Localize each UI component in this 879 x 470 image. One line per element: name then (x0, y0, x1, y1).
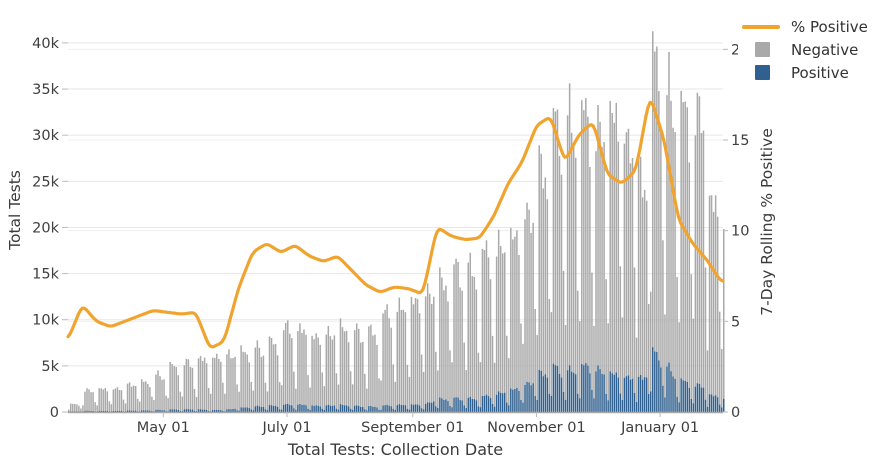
axes: 05k10k15k20k25k30k35k40k05101520May 01Ju… (32, 36, 749, 436)
right-axis-tick-label: 0 (731, 405, 740, 421)
x-axis-tick-label: November 01 (487, 420, 586, 436)
left-axis-title: Total Tests (6, 170, 24, 250)
legend-label-positive: Positive (791, 63, 849, 82)
legend-item-negative[interactable]: Negative (742, 38, 868, 61)
legend-label-pct-positive: % Positive (791, 17, 868, 36)
left-axis-tick-label: 35k (32, 82, 59, 98)
right-axis-tick-label: 10 (731, 224, 749, 240)
left-axis-tick-label: 15k (32, 267, 59, 283)
negative-swatch (754, 42, 770, 57)
bars-negative (68, 31, 725, 412)
left-axis-tick-label: 10k (32, 313, 59, 329)
left-axis-tick-label: 40k (32, 36, 59, 52)
bars-positive (68, 347, 725, 412)
right-axis-tick-label: 15 (731, 133, 749, 149)
legend-item-positive[interactable]: Positive (742, 61, 868, 84)
x-axis-tick-label: May 01 (137, 420, 190, 436)
left-axis-tick-label: 30k (32, 128, 59, 144)
legend: % Positive Negative Positive (738, 12, 874, 87)
left-axis-tick-label: 0 (50, 405, 59, 421)
right-axis-tick-label: 5 (731, 314, 740, 330)
pct-positive-line (66, 100, 725, 349)
x-axis-tick-label: January 01 (620, 420, 699, 436)
positive-swatch (754, 65, 770, 80)
left-axis-tick-label: 5k (41, 359, 59, 375)
x-axis-tick-label: July 01 (261, 420, 311, 436)
legend-item-pct-positive[interactable]: % Positive (742, 15, 868, 38)
legend-label-negative: Negative (791, 40, 859, 59)
left-axis-tick-label: 25k (32, 174, 59, 190)
pct-positive-line-swatch (742, 24, 780, 29)
x-axis-title: Total Tests: Collection Date (287, 440, 504, 459)
left-axis-tick-label: 20k (32, 220, 59, 236)
x-axis-tick-label: September 01 (361, 420, 464, 436)
